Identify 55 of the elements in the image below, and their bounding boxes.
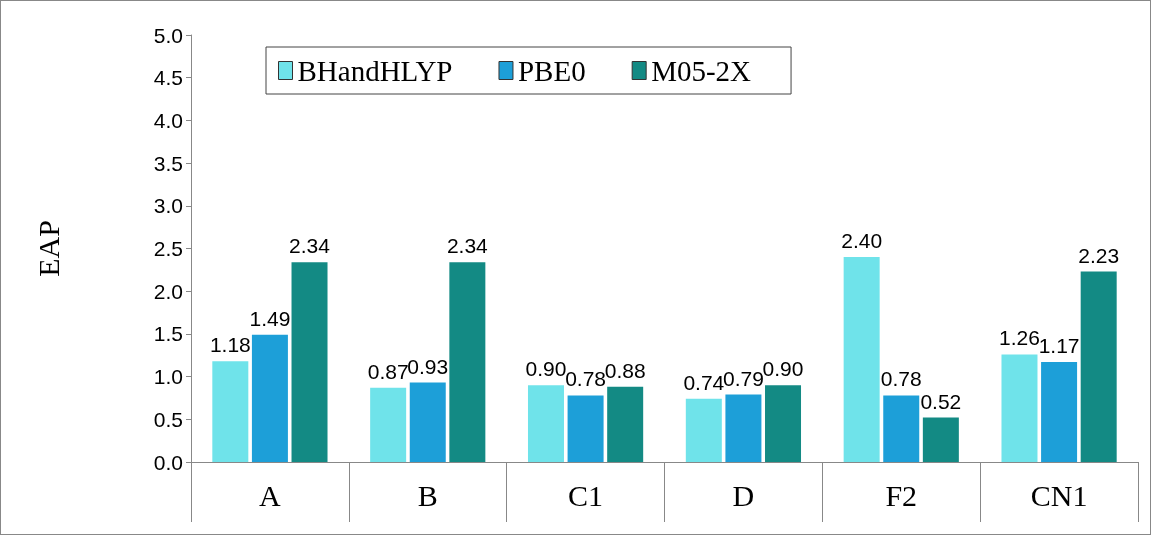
data-label: 2.34	[446, 234, 489, 258]
legend-label: PBE0	[517, 54, 586, 87]
bar	[1080, 271, 1117, 462]
data-label: 1.26	[999, 326, 1040, 350]
x-tick-label: B	[417, 478, 438, 512]
legend-label: BHandHLYP	[297, 54, 453, 87]
bar	[843, 257, 880, 462]
data-label: 0.87	[367, 359, 409, 383]
y-tick-label: 0.5	[153, 407, 183, 431]
bar	[1041, 362, 1078, 462]
bar	[527, 385, 564, 462]
data-label: 0.74	[683, 370, 725, 394]
y-tick-label: 1.0	[153, 365, 183, 389]
y-tick-label: 2.5	[153, 237, 183, 260]
bar	[922, 417, 959, 462]
y-tick-label: 4.5	[153, 66, 183, 90]
y-tick-label: 0.0	[153, 450, 183, 474]
x-tick-label: C1	[568, 478, 604, 512]
data-label: 1.17	[1038, 334, 1080, 358]
legend-label: M05-2X	[651, 54, 752, 87]
y-tick-label: 3.5	[153, 151, 183, 175]
data-label: 0.90	[525, 357, 567, 381]
bar	[449, 262, 486, 462]
data-label: 1.18	[209, 333, 251, 357]
bar	[607, 386, 644, 462]
bar	[765, 385, 802, 462]
y-tick-label: 1.5	[153, 322, 183, 346]
data-label: 0.52	[920, 389, 962, 413]
bar	[409, 382, 446, 462]
y-tick-label: 2.0	[153, 279, 183, 303]
bar	[370, 387, 407, 462]
data-label: 2.40	[841, 229, 883, 253]
y-tick-label: 5.0	[153, 23, 183, 47]
x-tick-label: A	[259, 478, 282, 512]
x-tick-label: CN1	[1030, 478, 1088, 512]
bar	[291, 262, 328, 462]
data-label: 0.90	[762, 357, 804, 381]
x-tick-label: F2	[885, 478, 918, 512]
bar	[251, 334, 288, 462]
bar	[567, 395, 604, 462]
data-label: 1.49	[249, 306, 291, 330]
data-label: 0.88	[604, 358, 646, 382]
y-tick-label: 4.0	[153, 108, 183, 132]
data-label: 0.93	[407, 354, 449, 378]
y-axis-title: EAP	[31, 220, 65, 277]
bar	[883, 395, 920, 462]
bar	[725, 394, 762, 462]
data-label: 2.23	[1078, 243, 1120, 267]
x-tick-label: D	[732, 478, 755, 512]
bar	[212, 361, 249, 462]
data-label: 2.34	[289, 234, 331, 258]
bar	[1001, 354, 1038, 462]
data-label: 0.78	[880, 367, 922, 391]
bar	[685, 398, 722, 462]
y-tick-label: 3.0	[153, 194, 183, 218]
